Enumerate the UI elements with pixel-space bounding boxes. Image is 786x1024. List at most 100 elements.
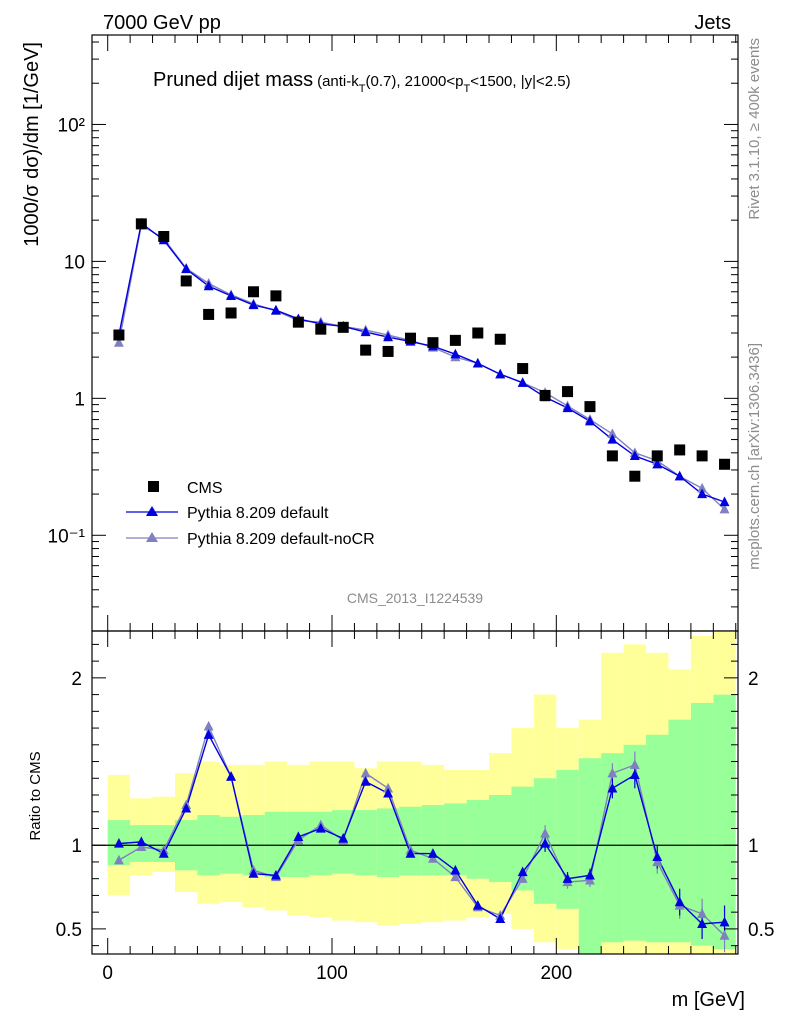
ratio-series-marker bbox=[562, 873, 573, 883]
main-series-marker bbox=[450, 348, 461, 359]
cms-point bbox=[449, 334, 461, 346]
main-series-marker bbox=[383, 331, 394, 342]
cms-point bbox=[562, 386, 574, 398]
cms-point bbox=[113, 329, 125, 341]
cms-point bbox=[472, 327, 484, 339]
ratio-xlabel: m [GeV] bbox=[672, 989, 745, 1011]
cms-point bbox=[315, 323, 327, 335]
main-series-marker bbox=[585, 415, 595, 426]
ratio-band-inner bbox=[354, 810, 377, 876]
ratio-band-inner bbox=[399, 806, 422, 876]
ratio-series-marker bbox=[450, 871, 461, 882]
cms-point bbox=[180, 275, 192, 287]
ratio-series-marker bbox=[203, 729, 214, 739]
main-series-marker bbox=[270, 304, 281, 315]
ratio-series-marker bbox=[607, 782, 618, 793]
main-series-marker bbox=[360, 326, 371, 337]
legend: CMS Pythia 8.209 default Pythia 8.209 de… bbox=[126, 480, 375, 548]
ratio-ytick-label-right: 2 bbox=[748, 669, 759, 690]
main-ylabel: 1000/σ dσ)/dm [1/GeV] bbox=[21, 42, 43, 247]
cms-point bbox=[158, 230, 170, 242]
main-series-marker bbox=[652, 458, 663, 469]
main-ytick-label: 1 bbox=[74, 389, 85, 410]
analysis-label: CMS_2013_I1224539 bbox=[347, 590, 483, 606]
cms-point bbox=[539, 389, 551, 401]
cms-point bbox=[270, 290, 282, 302]
cms-point bbox=[135, 218, 147, 230]
main-series-marker bbox=[697, 488, 708, 499]
title-main: Pruned dijet mass bbox=[153, 69, 313, 91]
ratio-marks bbox=[92, 720, 738, 953]
cms-point bbox=[292, 316, 304, 328]
main-ticks: 10⁻¹ 1 10 10² bbox=[48, 35, 738, 632]
main-series-line bbox=[118, 221, 725, 503]
main-series-marker bbox=[719, 496, 730, 507]
ratio-ytick-label-right: 1 bbox=[748, 836, 759, 857]
ratio-series-marker bbox=[585, 869, 595, 880]
cms-point bbox=[674, 444, 686, 456]
ratio-ylabel: Ratio to CMS bbox=[27, 751, 44, 840]
main-series-marker bbox=[697, 482, 708, 493]
ratio-series-marker bbox=[719, 930, 730, 940]
ratio-bands bbox=[107, 631, 736, 954]
cms-point bbox=[248, 286, 259, 298]
ratio-series-marker bbox=[360, 767, 371, 778]
title-sub-b-sub: T bbox=[464, 83, 471, 95]
main-series-marker bbox=[113, 337, 124, 347]
mcplots-label: mcplots.cern.ch [arXiv:1306.3436] bbox=[746, 343, 763, 570]
ratio-ytick-label: 0.5 bbox=[56, 920, 82, 941]
ratio-series-marker bbox=[674, 896, 685, 907]
ratio-band-inner bbox=[713, 694, 736, 949]
ratio-band-inner bbox=[489, 795, 512, 883]
ratio-band-inner bbox=[152, 825, 175, 862]
ratio-series-marker bbox=[383, 782, 394, 793]
ratio-series-marker bbox=[136, 836, 147, 846]
legend-nocr-marker bbox=[146, 532, 158, 542]
main-marks bbox=[113, 217, 731, 514]
ratio-series-marker bbox=[517, 873, 528, 883]
ratio-band-inner bbox=[690, 702, 714, 946]
ratio-band-inner bbox=[578, 758, 602, 954]
ratio-series-marker bbox=[585, 874, 595, 885]
cms-point bbox=[225, 307, 237, 319]
main-series-marker bbox=[607, 428, 618, 439]
ratio-series-marker bbox=[629, 769, 640, 780]
main-series-marker bbox=[517, 377, 528, 387]
main-series-marker bbox=[674, 470, 685, 481]
ratio-series-marker bbox=[719, 916, 730, 927]
cms-point bbox=[629, 470, 641, 482]
main-series-marker bbox=[226, 290, 237, 301]
ratio-series-marker bbox=[652, 851, 663, 862]
ratio-ticks: 0.5 0.5 1 1 2 2 0 100 200 bbox=[56, 631, 774, 984]
main-series-marker bbox=[203, 280, 214, 291]
main-title: Pruned dijet mass (anti-kT(0.7), 21000<pT… bbox=[153, 69, 571, 95]
ratio-xtick-label: 0 bbox=[102, 963, 113, 984]
ratio-xtick-label: 100 bbox=[316, 963, 348, 984]
ratio-band-inner bbox=[309, 811, 333, 876]
main-series-marker bbox=[562, 402, 573, 413]
legend-default-marker bbox=[146, 506, 158, 516]
main-series-marker bbox=[495, 368, 506, 379]
ratio-series-marker bbox=[248, 868, 259, 878]
ratio-series-marker bbox=[540, 828, 551, 838]
cms-point bbox=[651, 450, 663, 462]
ratio-series-marker bbox=[629, 759, 640, 770]
ratio-band-inner bbox=[376, 808, 400, 878]
legend-nocr-label: Pythia 8.209 default-noCR bbox=[187, 531, 375, 548]
ratio-band-inner bbox=[466, 800, 490, 879]
ratio-band-inner bbox=[556, 769, 579, 909]
ratio-series-marker bbox=[540, 838, 551, 848]
ratio-ytick-label: 2 bbox=[71, 669, 82, 690]
cms-point bbox=[427, 337, 439, 349]
ratio-series-marker bbox=[652, 856, 663, 867]
ratio-band-inner bbox=[264, 811, 288, 878]
main-ytick-label: 10⁻¹ bbox=[48, 526, 86, 547]
cms-point bbox=[337, 321, 349, 333]
main-ytick-label: 10 bbox=[64, 252, 85, 273]
ratio-series-marker bbox=[113, 854, 124, 865]
ratio-series-marker bbox=[495, 913, 506, 923]
ratio-band-inner bbox=[668, 719, 691, 943]
cms-point bbox=[360, 344, 372, 356]
